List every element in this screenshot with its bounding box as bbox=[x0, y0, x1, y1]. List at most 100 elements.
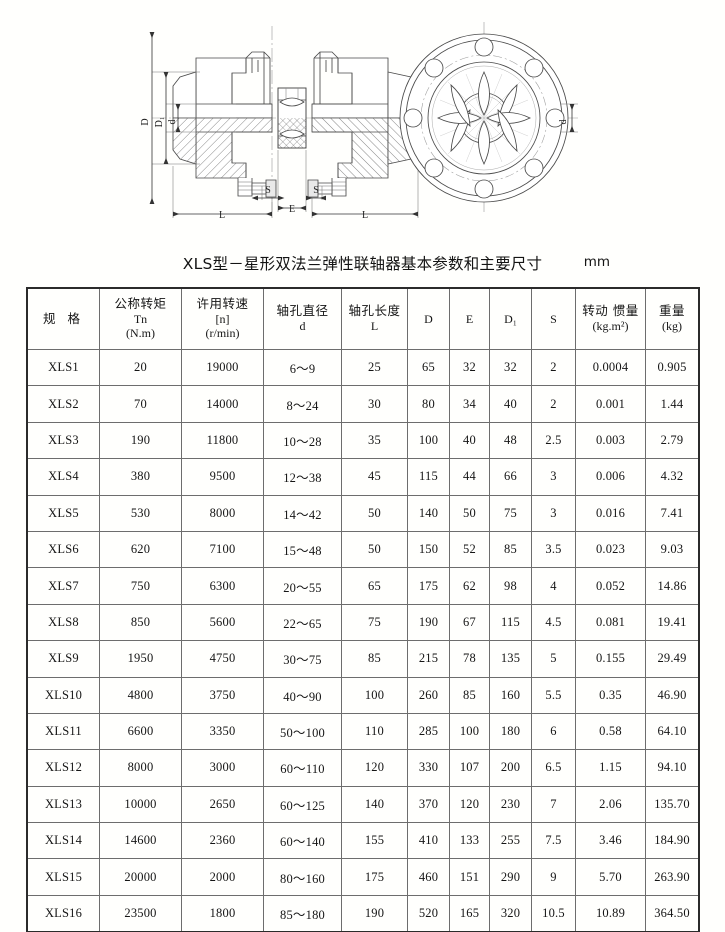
cell-gap: 4 bbox=[531, 567, 576, 605]
cell-moment-of-inertia: 0.023 bbox=[575, 530, 646, 569]
cell-gap: 5.5 bbox=[531, 676, 576, 714]
dim-label-d-right: d bbox=[558, 120, 569, 125]
cell-bore-diameter: 6～9 bbox=[263, 348, 342, 387]
cell-flange-diameter: 255 bbox=[489, 822, 532, 860]
table-row: XLS8 850 5600 22～65 75 190 67 115 4.5 0.081 19.41 bbox=[27, 603, 699, 642]
page-title: XLS型－星形双法兰弹性联轴器基本参数和主要尺寸 bbox=[182, 255, 543, 273]
cell-bore-length: 85 bbox=[341, 640, 408, 678]
dim-label-L-right: L bbox=[362, 210, 368, 221]
cell-outer-diameter: 520 bbox=[407, 894, 450, 932]
cell-bore-diameter: 8～24 bbox=[263, 385, 342, 423]
cell-moment-of-inertia: 3.46 bbox=[575, 822, 646, 860]
cell-gap: 10.5 bbox=[531, 894, 576, 932]
cell-bore-diameter: 50～100 bbox=[263, 712, 342, 751]
title-row: XLS型－星形双法兰弹性联轴器基本参数和主要尺寸 mm bbox=[0, 252, 725, 282]
cell-moment-of-inertia: 2.06 bbox=[575, 785, 646, 824]
dim-label-d-left: d bbox=[167, 120, 178, 125]
cell-bore-length: 30 bbox=[341, 385, 408, 423]
cell-allowable-speed: 3750 bbox=[181, 676, 264, 714]
cell-spacer-width: 44 bbox=[449, 458, 490, 496]
cell-bore-length: 25 bbox=[341, 348, 408, 387]
cell-gap: 7 bbox=[531, 785, 576, 824]
cell-gap: 3.5 bbox=[531, 530, 576, 569]
cell-bore-length: 50 bbox=[341, 494, 408, 532]
cell-model: XLS1 bbox=[27, 348, 100, 387]
cell-allowable-speed: 1800 bbox=[181, 894, 264, 932]
cell-bore-diameter: 80～160 bbox=[263, 858, 342, 896]
cell-flange-diameter: 320 bbox=[489, 894, 532, 932]
cell-allowable-speed: 3000 bbox=[181, 749, 264, 787]
table-body: XLS1 20 19000 6～9 25 65 32 32 2 0.0004 0.905 XLS2 70… bbox=[27, 348, 699, 932]
col-header-E: E bbox=[449, 288, 490, 350]
cell-bore-length: 65 bbox=[341, 567, 408, 605]
cell-moment-of-inertia: 0.58 bbox=[575, 712, 646, 751]
cell-outer-diameter: 410 bbox=[407, 822, 450, 860]
cell-outer-diameter: 260 bbox=[407, 676, 450, 714]
table-header-row: 规 格 公称转矩 Tn (N.m) 许用转速 [n] (r/min) 轴孔直径 … bbox=[27, 288, 699, 350]
cell-moment-of-inertia: 0.003 bbox=[575, 421, 646, 460]
cell-weight: 19.41 bbox=[645, 603, 699, 642]
cell-nominal-torque: 20000 bbox=[99, 858, 182, 896]
cell-allowable-speed: 2360 bbox=[181, 822, 264, 860]
cell-bore-length: 50 bbox=[341, 530, 408, 569]
table-row: XLS10 4800 3750 40～90 100 260 85 160 5.5 0.35 46.9… bbox=[27, 676, 699, 714]
col-header-weight: 重量 (kg) bbox=[645, 288, 699, 350]
cell-outer-diameter: 460 bbox=[407, 858, 450, 896]
cell-bore-length: 100 bbox=[341, 676, 408, 714]
cell-weight: 364.50 bbox=[645, 894, 699, 932]
cell-moment-of-inertia: 0.052 bbox=[575, 567, 646, 605]
table-row: XLS11 6600 3350 50～100 110 285 100 180 6 0.58 64.1… bbox=[27, 712, 699, 751]
dim-label-E: E bbox=[289, 204, 295, 215]
cell-model: XLS6 bbox=[27, 530, 100, 569]
cell-flange-diameter: 40 bbox=[489, 385, 532, 423]
cell-nominal-torque: 530 bbox=[99, 494, 182, 532]
cell-allowable-speed: 4750 bbox=[181, 640, 264, 678]
cell-allowable-speed: 2650 bbox=[181, 785, 264, 824]
cell-gap: 6.5 bbox=[531, 749, 576, 787]
table-row: XLS2 70 14000 8～24 30 80 34 40 2 0.001 1.44 bbox=[27, 385, 699, 423]
cell-weight: 1.44 bbox=[645, 385, 699, 423]
cell-weight: 7.41 bbox=[645, 494, 699, 532]
cell-flange-diameter: 135 bbox=[489, 640, 532, 678]
cell-spacer-width: 32 bbox=[449, 348, 490, 387]
col-header-D1: D₁ bbox=[489, 288, 532, 350]
cell-moment-of-inertia: 1.15 bbox=[575, 749, 646, 787]
cell-spacer-width: 151 bbox=[449, 858, 490, 896]
cell-nominal-torque: 380 bbox=[99, 458, 182, 496]
cell-allowable-speed: 11800 bbox=[181, 421, 264, 460]
cell-allowable-speed: 5600 bbox=[181, 603, 264, 642]
cell-bore-length: 35 bbox=[341, 421, 408, 460]
cell-flange-diameter: 48 bbox=[489, 421, 532, 460]
technical-drawing: D D₁ d d L E L S S bbox=[0, 0, 725, 238]
cell-gap: 4.5 bbox=[531, 603, 576, 642]
cell-bore-length: 120 bbox=[341, 749, 408, 787]
spec-table-container: 规 格 公称转矩 Tn (N.m) 许用转速 [n] (r/min) 轴孔直径 … bbox=[26, 286, 700, 932]
cell-nominal-torque: 750 bbox=[99, 567, 182, 605]
cell-allowable-speed: 2000 bbox=[181, 858, 264, 896]
cell-allowable-speed: 19000 bbox=[181, 348, 264, 387]
cell-outer-diameter: 65 bbox=[407, 348, 450, 387]
cell-allowable-speed: 14000 bbox=[181, 385, 264, 423]
cell-gap: 2 bbox=[531, 348, 576, 387]
cell-gap: 2 bbox=[531, 385, 576, 423]
cell-bore-length: 140 bbox=[341, 785, 408, 824]
cell-weight: 64.10 bbox=[645, 712, 699, 751]
cell-moment-of-inertia: 0.001 bbox=[575, 385, 646, 423]
cell-outer-diameter: 150 bbox=[407, 530, 450, 569]
table-row: XLS13 10000 2650 60～125 140 370 120 230 7 2.06 135… bbox=[27, 785, 699, 824]
cell-weight: 184.90 bbox=[645, 822, 699, 860]
cell-flange-diameter: 115 bbox=[489, 603, 532, 642]
cell-model: XLS13 bbox=[27, 785, 100, 824]
cell-weight: 29.49 bbox=[645, 640, 699, 678]
cell-gap: 9 bbox=[531, 858, 576, 896]
col-header-speed: 许用转速 [n] (r/min) bbox=[181, 288, 264, 350]
cell-bore-diameter: 14～42 bbox=[263, 494, 342, 532]
cell-flange-diameter: 200 bbox=[489, 749, 532, 787]
cell-spacer-width: 40 bbox=[449, 421, 490, 460]
cell-nominal-torque: 14600 bbox=[99, 822, 182, 860]
cell-model: XLS5 bbox=[27, 494, 100, 532]
cell-nominal-torque: 6600 bbox=[99, 712, 182, 751]
table-row: XLS15 20000 2000 80～160 175 460 151 290 9 5.70 263… bbox=[27, 858, 699, 896]
cell-gap: 5 bbox=[531, 640, 576, 678]
cell-allowable-speed: 6300 bbox=[181, 567, 264, 605]
